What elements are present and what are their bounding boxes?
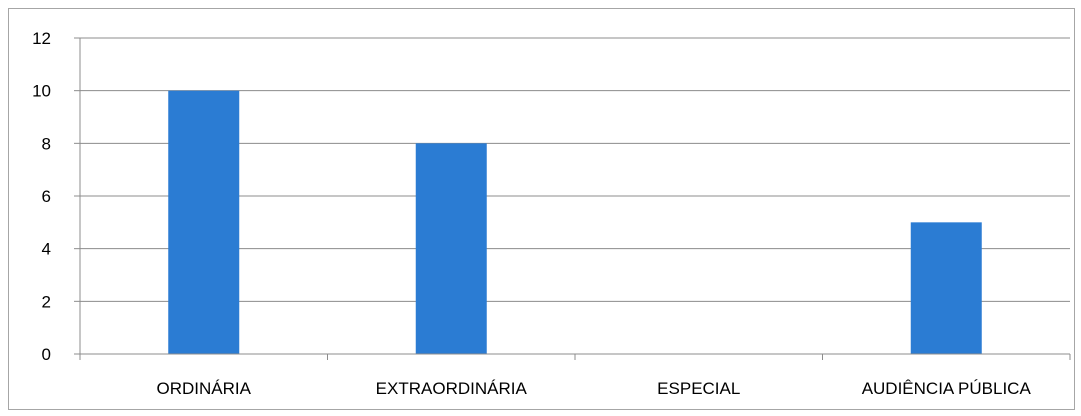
x-tick-labels: ORDINÁRIA EXTRAORDINÁRIA ESPECIAL AUDIÊNCIA… <box>157 379 1032 398</box>
y-tick-labels: 0 2 4 6 8 10 12 <box>32 29 51 364</box>
y-tick-label: 0 <box>42 345 51 364</box>
y-tick-label: 4 <box>42 240 51 259</box>
y-tick-label: 8 <box>42 134 51 153</box>
bar-extraordin-ria <box>415 143 487 354</box>
y-tick-label: 2 <box>42 292 51 311</box>
gridlines <box>80 37 1070 302</box>
x-tick-label: AUDIÊNCIA PÚBLICA <box>862 379 1032 398</box>
bar-audi-ncia-p-blica <box>910 222 982 354</box>
bar-ordin-ria <box>168 90 240 355</box>
y-tick-label: 10 <box>32 82 51 101</box>
y-tick-label: 12 <box>32 29 51 48</box>
y-tick-label: 6 <box>42 187 51 206</box>
x-tick-label: ORDINÁRIA <box>157 379 252 398</box>
x-tick-label: EXTRAORDINÁRIA <box>376 379 528 398</box>
x-tick-label: ESPECIAL <box>657 379 740 398</box>
bars <box>168 90 982 355</box>
axes <box>74 37 1071 360</box>
